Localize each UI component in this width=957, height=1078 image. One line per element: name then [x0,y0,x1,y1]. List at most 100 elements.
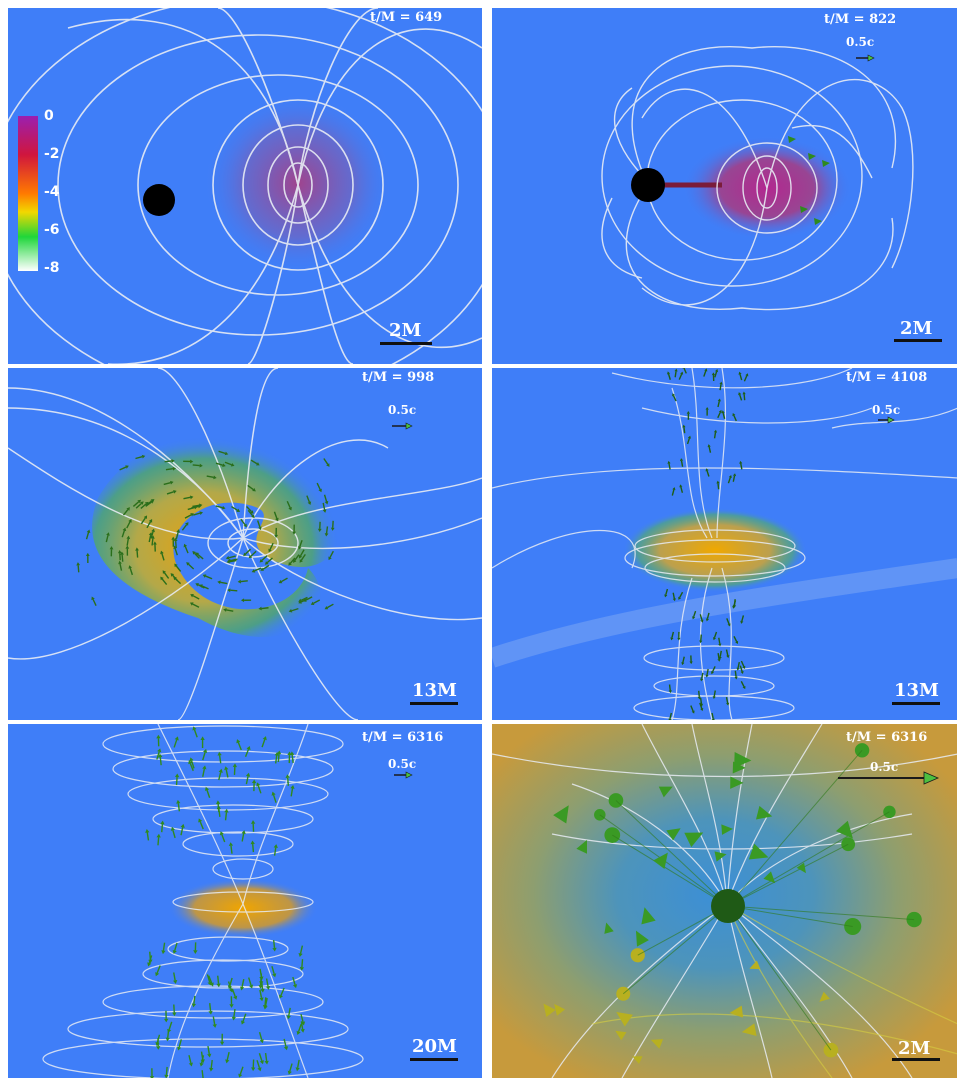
velocity-vector [256,520,261,528]
velocity-vector-head [735,640,739,645]
velocity-vector-head [150,535,155,539]
velocity-vector [289,557,296,564]
velocity-vector [264,997,268,1007]
velocity-vector [233,1008,236,1018]
velocity-vector-head [126,507,130,511]
velocity-vector [250,550,257,557]
velocity-vector [680,460,684,467]
velocity-arrow-head [923,771,940,785]
velocity-vector-head [293,559,297,563]
velocity-vector-head [307,501,312,506]
velocity-vector-head [128,565,132,569]
velocity-vector-head [171,459,175,463]
velocity-vector [667,373,671,380]
velocity-vector-head [125,545,130,549]
velocity-vector-head [726,702,730,706]
colorbar-tick: -6 [44,222,60,238]
velocity-vector-head [128,519,132,523]
velocity-vector [281,577,288,583]
velocity-vector-head [713,429,718,433]
velocity-vector-head [243,552,247,557]
velocity-vector [737,662,740,669]
scale-label: 20M [412,1036,457,1057]
velocity-vector-head [288,506,292,511]
velocity-vector-head [279,994,284,999]
velocity-vector-head [148,519,153,523]
velocity-vector-head [271,791,276,796]
velocity-vector-head [224,451,229,456]
velocity-vector-head [174,736,179,741]
velocity-vectors [543,743,922,1065]
velocity-vector [129,567,134,576]
velocity-vector [209,1003,212,1012]
velocity-vector-head [208,1010,213,1015]
velocity-vector-head [287,1070,292,1075]
velocity-vector-head [322,509,327,513]
velocity-vector [231,988,236,997]
velocity-vector [188,1055,192,1064]
velocity-vector [283,1038,287,1047]
velocity-vector-head [740,620,744,624]
velocity-vector [192,464,200,467]
velocity-vector-head [292,984,298,989]
velocity-vector-head [156,833,161,838]
velocity-vector [277,753,280,763]
velocity-vector-cone [576,839,588,854]
velocity-vector-head [298,598,302,603]
velocity-arrow-head [887,416,895,424]
velocity-vector [192,504,200,508]
velocity-vector-head [135,547,139,551]
velocity-vector [242,1013,247,1022]
velocity-vector-head [180,823,185,828]
velocity-vector [273,511,278,519]
magnetic-field-lines [8,368,482,720]
velocity-vector-stem [727,905,832,1051]
velocity-vector-head [224,766,229,771]
velocity-vector-head [258,606,262,611]
velocity-vector [184,514,192,519]
velocity-vector [206,974,211,983]
velocity-vector-head [174,563,178,568]
velocity-vector-head [705,618,709,622]
velocity-vector-cone [819,991,830,1002]
velocity-vector-head [286,1015,291,1020]
velocity-vector-cone [730,776,744,789]
velocity-vector-head [225,1059,230,1064]
velocity-vector-head [106,532,110,536]
velocity-vector [239,1066,244,1075]
velocity-vector [717,400,720,408]
velocity-vector [690,705,694,712]
velocity-vector-head [288,608,293,613]
velocity-vector-head [156,734,161,739]
panel-1-visual [8,8,482,364]
velocity-vector [199,821,204,830]
velocity-vector-head [233,995,238,1000]
velocity-vector-head [257,1067,262,1072]
velocity-vector [173,739,178,748]
velocity-arrow-head [867,54,875,62]
velocity-vector [231,505,238,511]
colorbar-tick: -8 [44,260,60,276]
velocity-vector-head [699,703,704,707]
velocity-vector [713,690,716,697]
velocity-vector-head [213,475,217,480]
velocity-vector [259,989,263,998]
velocity-vector [220,581,228,585]
velocity-vector [264,1052,268,1062]
velocity-vector [741,615,745,622]
velocity-vector [297,1023,302,1032]
velocity-vector [157,837,160,846]
velocity-vector [713,631,718,638]
velocity-vector [241,833,245,842]
velocity-vector-head [199,1062,204,1067]
velocity-vector [325,526,329,534]
velocity-vector-head [236,508,241,512]
velocity-vector-head [227,588,231,593]
velocity-vector [161,578,168,585]
velocity-vector-sphere [594,809,606,821]
velocity-vector [215,505,223,509]
velocity-vector [224,461,232,466]
velocity-vector [197,553,204,560]
velocity-vector [699,697,703,705]
velocity-vector-head [202,574,207,578]
